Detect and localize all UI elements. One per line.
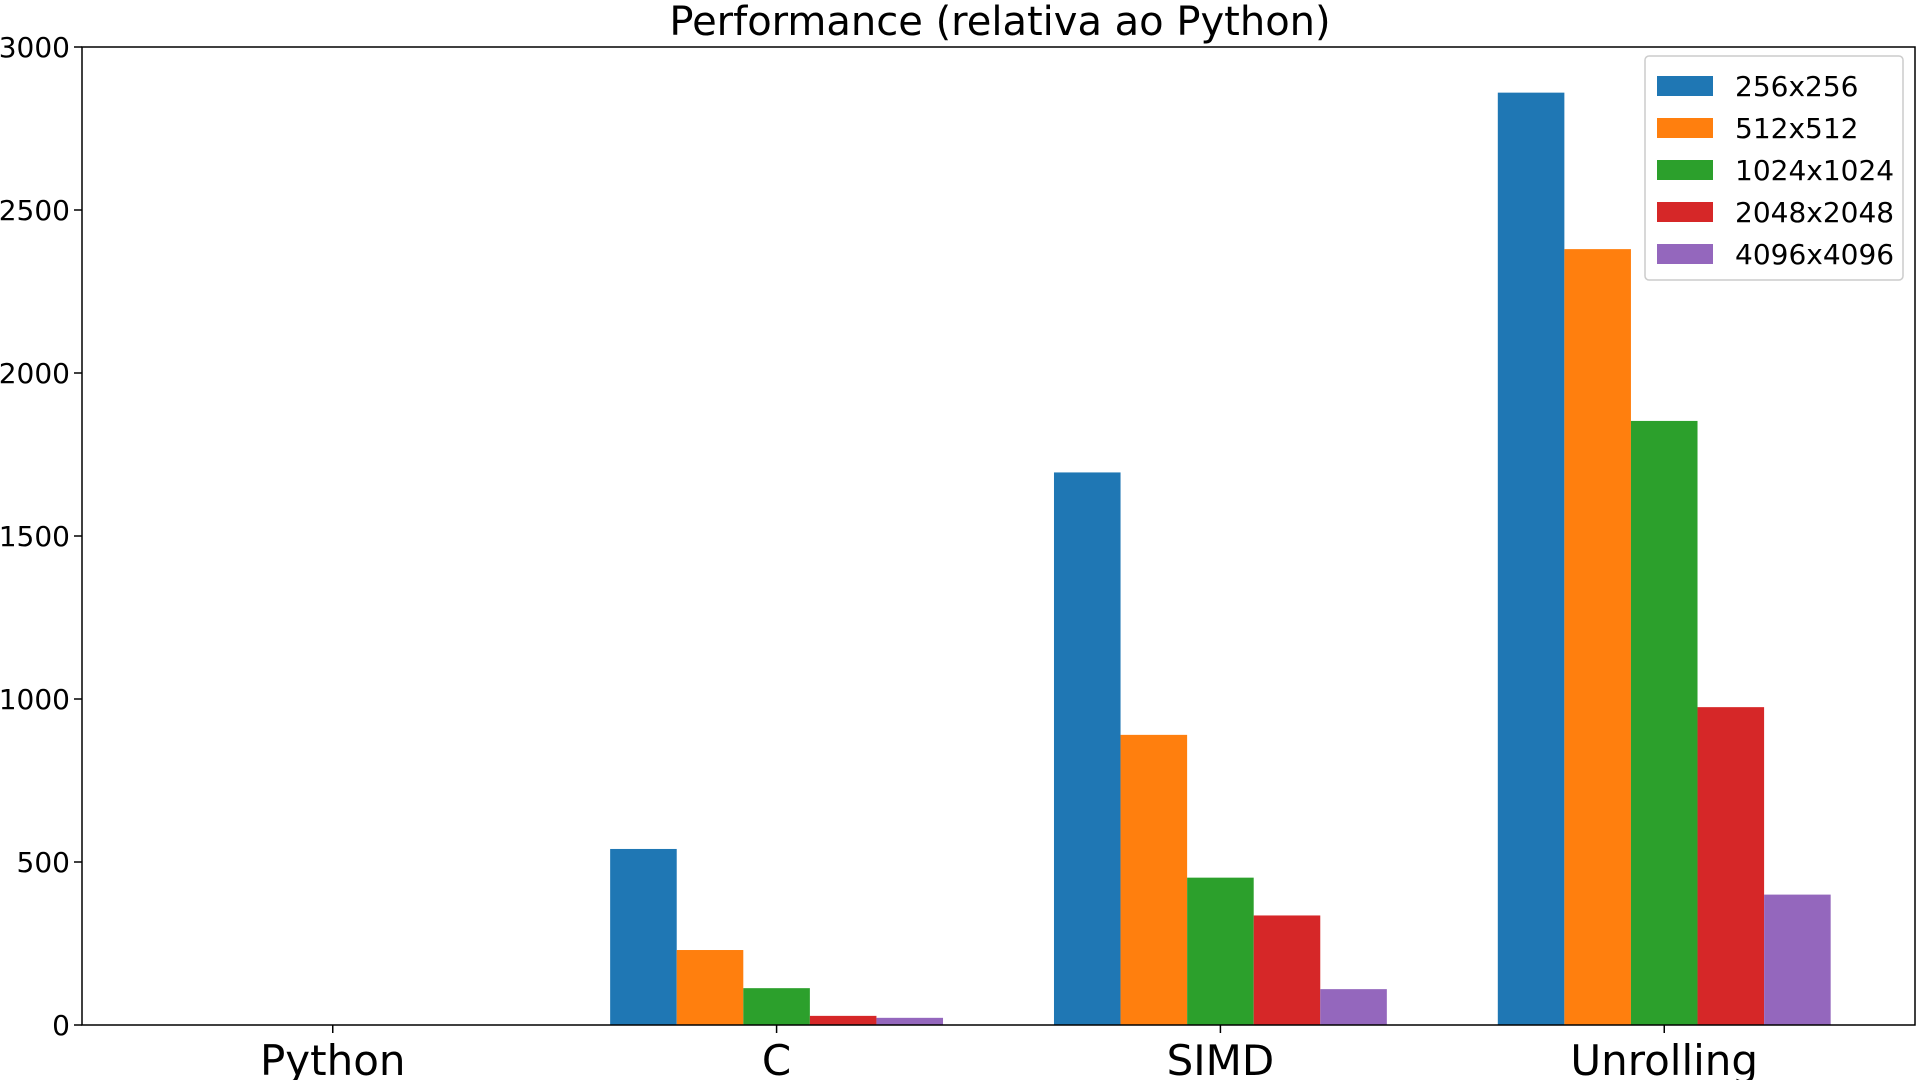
legend-label-1024x1024: 1024x1024 (1735, 154, 1894, 187)
bar-512x512-SIMD (1121, 735, 1188, 1025)
x-tick-label: Python (260, 1036, 406, 1080)
x-tick-label: SIMD (1167, 1036, 1275, 1080)
x-tick-label: C (762, 1036, 791, 1080)
y-tick-label: 2000 (0, 357, 70, 390)
y-tick-label: 0 (52, 1009, 70, 1042)
legend: 256x256 512x512 1024x1024 2048x2048 4096x409… (1645, 56, 1903, 280)
x-tick-label: Unrolling (1570, 1036, 1758, 1080)
bars-layer (166, 93, 1830, 1025)
bar-512x512-Unrolling (1564, 249, 1631, 1025)
bar-2048x2048-SIMD (1254, 915, 1321, 1025)
bar-4096x4096-Unrolling (1764, 895, 1831, 1025)
legend-label-256x256: 256x256 (1735, 70, 1858, 103)
bar-4096x4096-C (876, 1018, 943, 1025)
y-tick-label: 1000 (0, 683, 70, 716)
bar-4096x4096-SIMD (1320, 989, 1387, 1025)
y-tick-label: 1500 (0, 520, 70, 553)
legend-label-2048x2048: 2048x2048 (1735, 196, 1894, 229)
bar-1024x1024-C (743, 988, 810, 1025)
legend-swatch-512x512 (1657, 118, 1713, 138)
bar-256x256-C (610, 849, 677, 1025)
bar-2048x2048-Unrolling (1698, 707, 1765, 1025)
legend-swatch-256x256 (1657, 76, 1713, 96)
legend-swatch-1024x1024 (1657, 160, 1713, 180)
chart-title: Performance (relativa ao Python) (669, 0, 1330, 45)
bar-256x256-SIMD (1054, 472, 1121, 1025)
bar-2048x2048-C (810, 1016, 877, 1025)
y-tick-label: 3000 (0, 31, 70, 64)
bar-256x256-Unrolling (1498, 93, 1565, 1025)
legend-swatch-2048x2048 (1657, 202, 1713, 222)
legend-label-4096x4096: 4096x4096 (1735, 238, 1894, 271)
bar-1024x1024-Unrolling (1631, 421, 1698, 1025)
legend-label-512x512: 512x512 (1735, 112, 1858, 145)
y-tick-label: 500 (17, 846, 70, 879)
legend-swatch-4096x4096 (1657, 244, 1713, 264)
bar-1024x1024-SIMD (1187, 878, 1254, 1025)
bar-512x512-C (677, 950, 744, 1025)
y-tick-label: 2500 (0, 194, 70, 227)
